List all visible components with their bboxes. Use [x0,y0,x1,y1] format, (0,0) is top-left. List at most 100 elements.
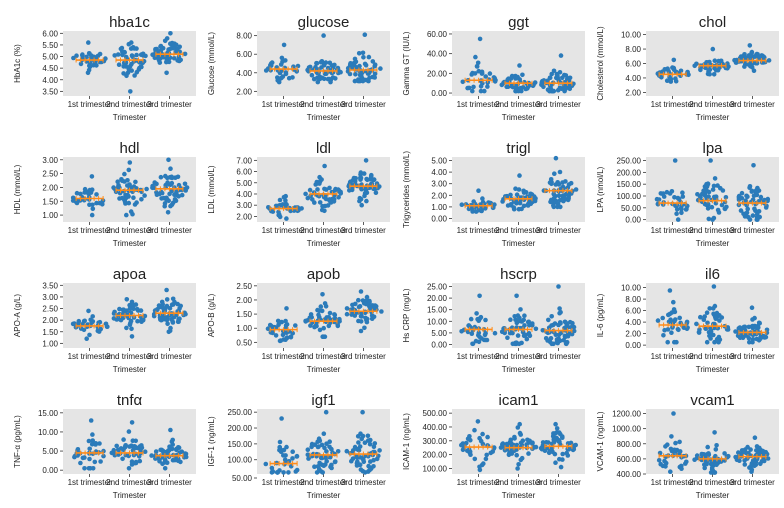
data-point [169,180,175,186]
y-tick-label: 2.50 [236,282,252,291]
data-point [279,55,285,61]
data-point [671,449,676,455]
panel-il6: il6 0.00 2.00 4.00 6.00 8.00 10.00 IL-6 (pg/mL)… [596,266,779,374]
data-point [282,457,288,463]
data-point [167,191,172,197]
data-point [294,453,300,459]
y-tick-label: 4.00 [42,76,58,85]
y-tick-label: 300.00 [423,437,448,446]
data-point [281,42,287,48]
data-point [476,188,481,193]
y-tick-label: 4.00 [236,69,252,78]
data-point [283,71,289,77]
data-point [508,317,513,323]
y-tick-label: 3.00 [42,156,58,165]
data-point [711,284,717,289]
data-point [129,459,135,464]
data-point [311,76,317,82]
data-point [178,459,183,465]
data-point [132,445,137,451]
x-tick-label: 2nd trimester [495,100,542,109]
data-point [290,456,295,461]
data-point [172,457,178,463]
panel-hscrp: hscrp 0.00 5.00 10.00 15.00 20.00 25.00 Hs CRP … [402,266,585,374]
data-point [135,318,140,324]
data-point [715,338,720,344]
data-point [277,197,283,203]
y-tick-label: 3.50 [42,281,58,290]
data-point [556,430,562,435]
y-tick-label: 0.00 [625,216,641,225]
data-point [379,309,384,314]
data-point [312,442,318,448]
data-point [660,463,666,469]
data-point [533,326,539,332]
data-point [526,451,531,456]
data-point [94,200,99,206]
y-tick-label: 150.00 [617,180,642,189]
data-point [504,441,510,447]
data-point [513,340,518,346]
data-point [283,201,289,207]
y-tick-label: 1.00 [431,203,447,212]
data-point [531,194,537,199]
data-point [349,458,354,464]
data-point [565,185,571,190]
x-axis-label: Trimester [307,491,341,500]
data-point [663,444,668,449]
data-point [328,77,334,83]
data-point [144,186,149,192]
data-point [279,416,284,421]
data-point [662,458,667,464]
data-point [672,158,678,163]
data-point [90,438,95,443]
data-point [508,192,513,198]
data-point [519,206,524,212]
y-tick-label: 2.00 [625,88,641,97]
data-point [510,330,515,336]
data-point [367,300,372,305]
data-point [478,315,483,321]
data-point [344,306,350,311]
y-tick-label: 0.50 [236,338,252,347]
data-point [97,200,102,206]
panel-title: vcam1 [690,392,734,409]
data-point [668,317,673,323]
data-point [157,191,162,197]
y-tick-label: 5.00 [236,179,252,188]
y-tick-label: 15.00 [38,409,59,418]
panel-hdl: hdl 1.00 1.50 2.00 2.50 3.00 HDL (mmol/L) 1st t… [13,140,196,248]
data-point [679,466,684,472]
data-point [662,67,668,72]
data-point [164,287,169,293]
data-point [720,188,726,193]
y-tick-label: 3.00 [236,201,252,210]
data-point [150,52,155,57]
panel-glucose: glucose 2.00 4.00 6.00 8.00 Glucose (mmol/L) 1… [207,14,390,122]
panel-ggt: ggt 0.00 20.00 40.00 60.00 Gamma GT (IU/L) 1st… [402,14,585,122]
data-point [284,306,289,311]
data-point [149,453,154,458]
data-point [695,192,700,197]
data-point [563,73,569,78]
x-tick-label: 1st trimester [651,478,695,487]
data-point [293,469,299,474]
data-point [359,314,364,319]
y-tick-label: 6.00 [42,29,58,38]
data-point [665,339,670,345]
data-point [364,294,370,300]
data-point [560,180,565,185]
x-tick-label: 3rd trimester [536,478,581,487]
panel-title: hscrp [500,266,537,283]
y-tick-label: 0.00 [431,341,447,350]
data-point [712,430,717,435]
data-point [305,195,311,201]
data-point [710,187,716,192]
data-point [714,462,719,468]
data-point [307,187,313,193]
data-point [130,45,136,50]
data-point [552,451,558,457]
data-point [714,310,720,316]
data-point [743,333,749,338]
data-point [171,55,177,61]
